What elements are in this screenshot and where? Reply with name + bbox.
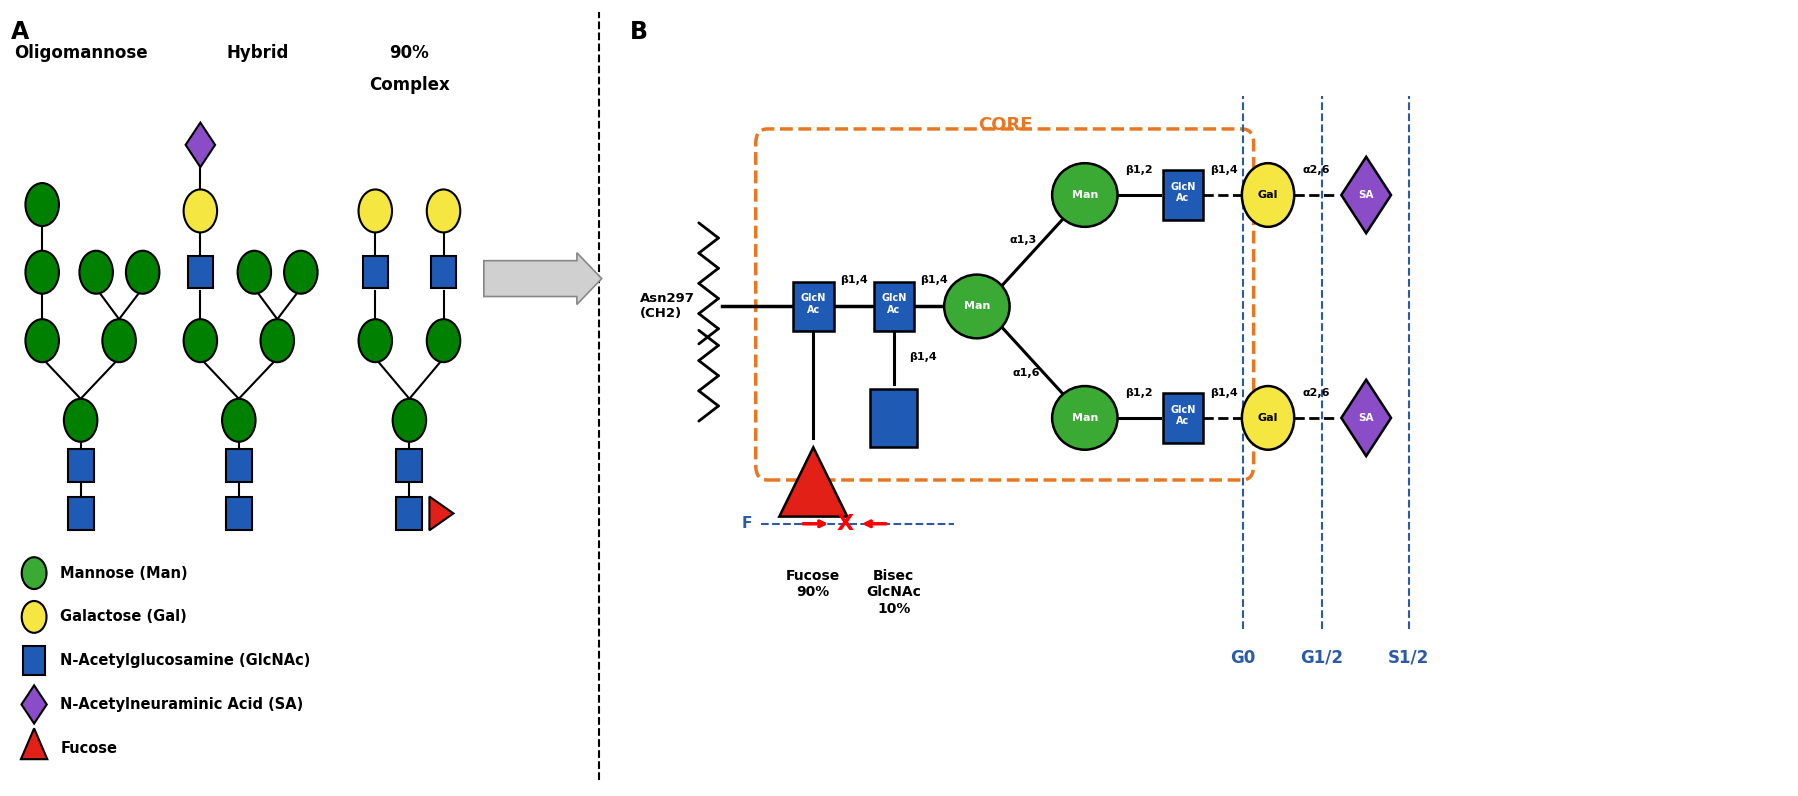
- Bar: [793, 282, 834, 331]
- FancyArrow shape: [484, 252, 602, 304]
- Circle shape: [237, 251, 271, 294]
- Polygon shape: [22, 728, 47, 759]
- Polygon shape: [1341, 380, 1392, 456]
- Circle shape: [126, 251, 160, 294]
- Text: X: X: [836, 513, 854, 534]
- Bar: [396, 449, 423, 482]
- Polygon shape: [1341, 157, 1392, 233]
- Circle shape: [25, 251, 59, 294]
- Text: Gal: Gal: [1259, 190, 1278, 200]
- Circle shape: [426, 319, 460, 362]
- Ellipse shape: [1052, 386, 1118, 450]
- Text: Oligomannose: Oligomannose: [14, 44, 147, 62]
- Circle shape: [426, 189, 460, 232]
- Bar: [1163, 170, 1203, 220]
- Circle shape: [358, 319, 392, 362]
- Circle shape: [22, 557, 47, 589]
- Text: GlcN
Ac: GlcN Ac: [1170, 404, 1196, 427]
- Text: Man: Man: [964, 302, 991, 311]
- Ellipse shape: [1052, 163, 1118, 227]
- Text: SA: SA: [1359, 413, 1374, 423]
- Circle shape: [1242, 386, 1295, 450]
- Bar: [363, 256, 388, 288]
- Text: Gal: Gal: [1259, 413, 1278, 423]
- Text: N-Acetylglucosamine (GlcNAc): N-Acetylglucosamine (GlcNAc): [59, 654, 311, 668]
- Text: CORE: CORE: [978, 116, 1032, 134]
- Polygon shape: [779, 447, 847, 517]
- Text: Complex: Complex: [369, 76, 450, 94]
- Text: Asn297
(CH2): Asn297 (CH2): [640, 292, 694, 321]
- Text: β1,4: β1,4: [1210, 388, 1239, 398]
- Polygon shape: [185, 123, 216, 167]
- Text: α2,6: α2,6: [1302, 165, 1329, 175]
- Text: B: B: [629, 20, 647, 44]
- Bar: [227, 497, 252, 530]
- Text: 90%: 90%: [390, 44, 430, 62]
- Text: GlcN
Ac: GlcN Ac: [1170, 181, 1196, 204]
- Text: N-Acetylneuraminic Acid (SA): N-Acetylneuraminic Acid (SA): [59, 697, 304, 712]
- Text: β1,4: β1,4: [921, 275, 948, 285]
- Polygon shape: [430, 497, 453, 530]
- Text: G1/2: G1/2: [1300, 649, 1343, 667]
- Text: S1/2: S1/2: [1388, 649, 1429, 667]
- Text: β1,4: β1,4: [1210, 165, 1239, 175]
- Text: F: F: [741, 517, 752, 531]
- Circle shape: [183, 189, 218, 232]
- Text: β1,4: β1,4: [840, 275, 868, 285]
- Circle shape: [223, 399, 255, 442]
- Text: α2,6: α2,6: [1302, 388, 1329, 398]
- Circle shape: [284, 251, 318, 294]
- Text: α1,6: α1,6: [1012, 368, 1041, 377]
- Text: Mannose (Man): Mannose (Man): [59, 566, 187, 580]
- Text: Fucose: Fucose: [59, 741, 117, 755]
- Circle shape: [261, 319, 295, 362]
- Bar: [432, 256, 457, 288]
- Text: GlcN
Ac: GlcN Ac: [881, 293, 906, 315]
- Text: β1,2: β1,2: [1126, 388, 1153, 398]
- Circle shape: [392, 399, 426, 442]
- Text: Bisec
GlcNAc
10%: Bisec GlcNAc 10%: [867, 569, 921, 615]
- Circle shape: [1242, 163, 1295, 227]
- Bar: [23, 646, 45, 675]
- Bar: [870, 389, 917, 447]
- Text: Fucose
90%: Fucose 90%: [786, 569, 840, 599]
- Polygon shape: [22, 685, 47, 724]
- Text: GlcN
Ac: GlcN Ac: [800, 293, 825, 315]
- Text: Man: Man: [1072, 190, 1099, 200]
- Text: Galactose (Gal): Galactose (Gal): [59, 610, 187, 624]
- Bar: [227, 449, 252, 482]
- Bar: [874, 282, 913, 331]
- Circle shape: [25, 319, 59, 362]
- Bar: [68, 449, 93, 482]
- Circle shape: [358, 189, 392, 232]
- Text: Hybrid: Hybrid: [227, 44, 289, 62]
- Text: α1,3: α1,3: [1010, 236, 1037, 245]
- Ellipse shape: [944, 275, 1010, 338]
- Text: β1,4: β1,4: [910, 352, 937, 361]
- Circle shape: [22, 601, 47, 633]
- Circle shape: [102, 319, 137, 362]
- Bar: [68, 497, 93, 530]
- Circle shape: [65, 399, 97, 442]
- Bar: [1163, 393, 1203, 443]
- Circle shape: [183, 319, 218, 362]
- Bar: [189, 256, 212, 288]
- Text: SA: SA: [1359, 190, 1374, 200]
- Text: β1,2: β1,2: [1126, 165, 1153, 175]
- Circle shape: [79, 251, 113, 294]
- Text: Man: Man: [1072, 413, 1099, 423]
- Text: G0: G0: [1230, 649, 1255, 667]
- Circle shape: [25, 183, 59, 226]
- Text: A: A: [11, 20, 29, 44]
- Bar: [396, 497, 423, 530]
